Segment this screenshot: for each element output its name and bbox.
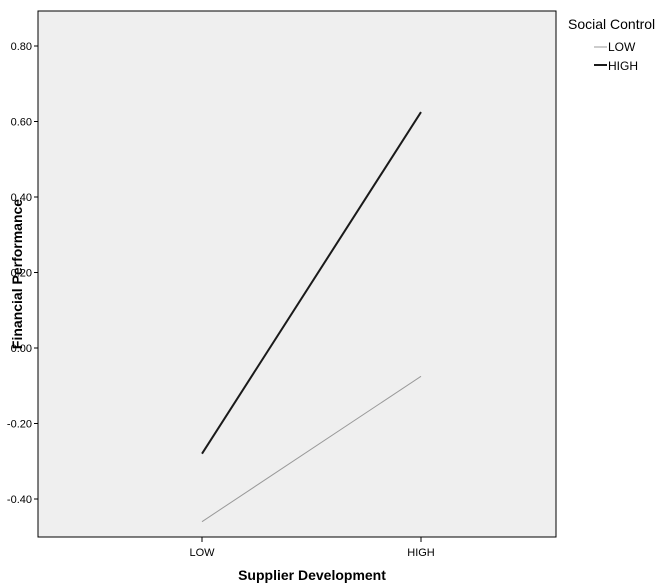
legend: Social Control LOW HIGH — [568, 16, 655, 73]
series-line-high — [201, 111, 422, 455]
y-tick-label: 0.60 — [11, 117, 32, 129]
x-tick-label: HIGH — [407, 547, 435, 559]
x-axis-title: Supplier Development — [238, 567, 386, 583]
y-axis-title: Financial Performance — [9, 199, 25, 349]
y-tick-label: -0.20 — [7, 419, 32, 431]
plot-area — [37, 10, 557, 538]
y-tick-label: 0.20 — [11, 268, 32, 280]
legend-label-low: LOW — [608, 40, 636, 54]
legend-title: Social Control — [568, 16, 655, 32]
y-tick-label: 0.80 — [11, 41, 32, 53]
x-tick-label: LOW — [189, 547, 215, 559]
y-tick-label: -0.40 — [7, 494, 32, 506]
y-axis-ticks: -0.40 -0.20 0.00 0.20 0.40 0.60 0.80 — [7, 41, 38, 506]
series-lines — [201, 111, 422, 523]
x-axis-ticks: LOW HIGH — [189, 537, 435, 559]
legend-label-high: HIGH — [608, 59, 638, 73]
y-tick-label: 0.00 — [11, 343, 32, 355]
series-line-low — [201, 375, 422, 523]
y-tick-label: 0.40 — [11, 192, 32, 204]
